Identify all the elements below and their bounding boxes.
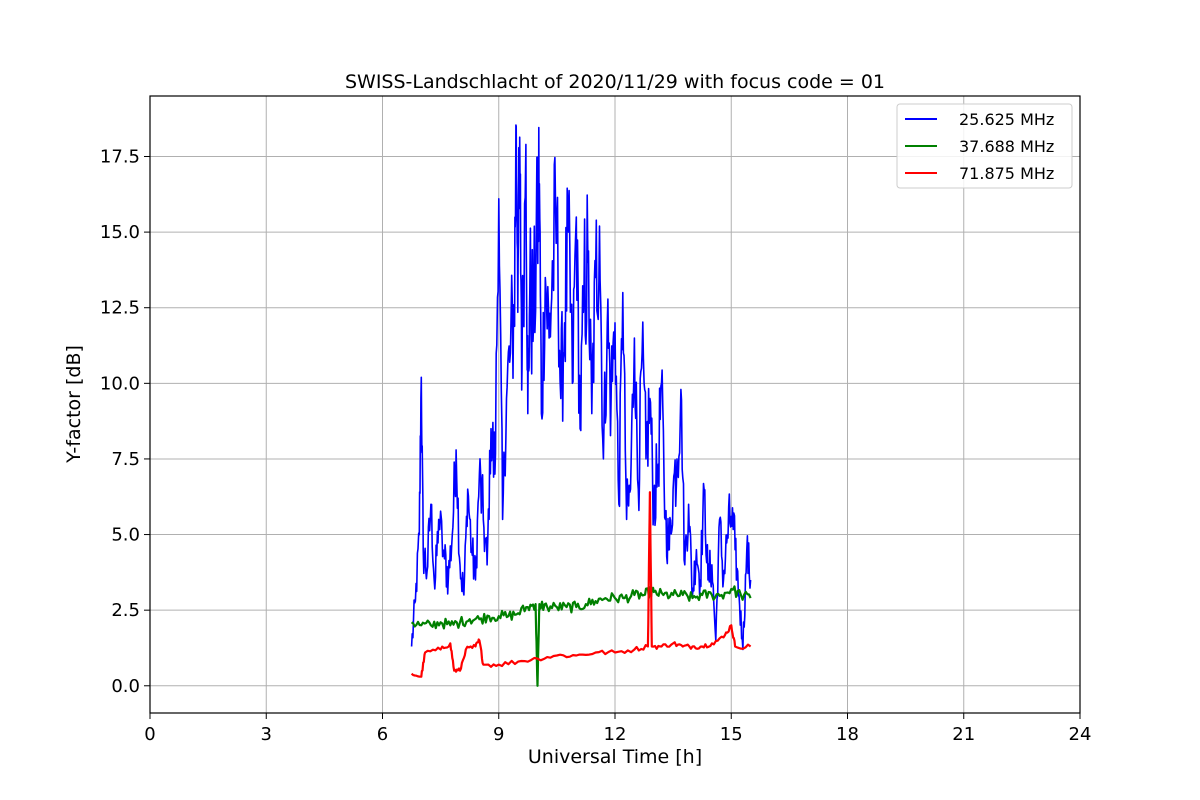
y-tick-label: 0.0 (111, 676, 140, 697)
x-tick-label: 15 (720, 724, 743, 745)
series-line-1 (410, 124, 752, 651)
y-tick-label: 10.0 (100, 373, 140, 394)
y-tick-label: 12.5 (100, 298, 140, 319)
legend-label: 37.688 MHz (959, 137, 1054, 156)
axis-ticks: 0 3 6 9 12 15 18 21 24 0.0 2.5 5.0 7.5 10.0 12.5 15.0 17… (100, 146, 1092, 745)
legend-label: 71.875 MHz (959, 164, 1054, 183)
y-tick-label: 2.5 (111, 600, 140, 621)
legend: 25.625 MHz 37.688 MHz 71.875 MHz (896, 103, 1073, 189)
x-tick-label: 18 (836, 724, 859, 745)
y-tick-label: 15.0 (100, 222, 140, 243)
y-axis-label: Y-factor [dB] (63, 345, 85, 464)
x-axis-label: Universal Time [h] (528, 746, 702, 768)
x-tick-label: 0 (144, 724, 155, 745)
x-tick-label: 6 (377, 724, 388, 745)
x-tick-label: 12 (604, 724, 627, 745)
x-tick-label: 21 (952, 724, 975, 745)
y-tick-label: 17.5 (100, 146, 140, 167)
legend-label: 25.625 MHz (959, 110, 1054, 129)
series-line-3 (410, 491, 752, 678)
chart-title: SWISS-Landschlacht of 2020/11/29 with fo… (345, 71, 885, 93)
x-tick-label: 3 (261, 724, 272, 745)
x-tick-label: 24 (1069, 724, 1092, 745)
y-tick-label: 5.0 (111, 525, 140, 546)
x-tick-label: 9 (493, 724, 504, 745)
y-tick-label: 7.5 (111, 449, 140, 470)
legend-box (896, 103, 1073, 189)
series-line-2 (410, 585, 752, 687)
plot-area (410, 124, 752, 687)
